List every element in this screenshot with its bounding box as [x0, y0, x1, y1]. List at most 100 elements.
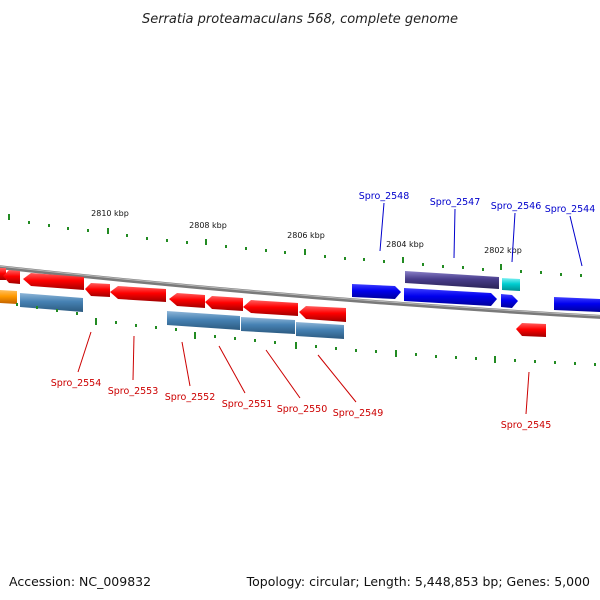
gene-arrow-spro-2547[interactable]: [404, 288, 497, 306]
kbp-label: 2806 kbp: [287, 231, 325, 240]
tick-major: [494, 356, 496, 363]
feature-steelblue[interactable]: [20, 293, 83, 312]
gene-arrow-spro-2548[interactable]: [352, 284, 401, 299]
genome-stats-text: Topology: circular; Length: 5,448,853 bp…: [246, 574, 590, 589]
gene-label[interactable]: Spro_2547: [430, 197, 481, 208]
tick-minor: [166, 239, 168, 242]
leader-line: [77, 331, 92, 373]
tick-major: [500, 264, 502, 270]
tick-minor: [48, 224, 50, 227]
lower-tick-ring: [16, 303, 596, 366]
leader-line: [181, 341, 191, 387]
forward-strand: [352, 271, 600, 312]
feature-steelblue[interactable]: [296, 322, 344, 339]
tick-minor: [534, 360, 536, 363]
position-labels: 2810 kbp 2808 kbp 2806 kbp 2804 kbp 2802…: [91, 209, 522, 255]
gene-arrow-spro-2546[interactable]: [501, 294, 518, 308]
tick-minor: [155, 326, 157, 329]
kbp-label: 2804 kbp: [386, 240, 424, 249]
gene-arrow-red[interactable]: [23, 273, 84, 290]
gene-label[interactable]: Spro_2553: [108, 386, 159, 397]
tick-major: [8, 214, 10, 220]
tick-minor: [175, 328, 177, 331]
tick-major: [205, 239, 207, 245]
tick-minor: [254, 339, 256, 342]
gene-arrow-red[interactable]: [169, 293, 205, 308]
tick-minor: [225, 245, 227, 248]
gene-label[interactable]: Spro_2551: [222, 399, 273, 410]
tick-minor: [375, 350, 377, 353]
gene-label[interactable]: Spro_2548: [359, 191, 410, 202]
tick-minor: [335, 347, 337, 350]
tick-minor: [126, 234, 128, 237]
tick-minor: [355, 349, 357, 352]
gene-label[interactable]: Spro_2550: [277, 404, 328, 415]
leader-line: [569, 215, 583, 267]
gene-label[interactable]: Spro_2546: [491, 201, 542, 212]
tick-minor: [422, 263, 424, 266]
tick-major: [295, 342, 297, 349]
feature-steelblue[interactable]: [167, 311, 240, 330]
gene-label[interactable]: Spro_2554: [51, 378, 102, 389]
bottom-leaders: [77, 331, 530, 415]
feature-cyan[interactable]: [502, 278, 520, 291]
genome-backbone: [0, 265, 600, 319]
tick-minor: [135, 324, 137, 327]
tick-minor: [214, 335, 216, 338]
reverse-strand: [0, 268, 546, 339]
tick-minor: [574, 362, 576, 365]
gene-arrow-red[interactable]: [85, 283, 110, 297]
tick-minor: [363, 258, 365, 261]
feature-steelblue[interactable]: [241, 317, 295, 334]
gene-arrow-red[interactable]: [3, 270, 20, 284]
feature-orange[interactable]: [0, 290, 17, 304]
gene-label[interactable]: Spro_2549: [333, 408, 384, 419]
tick-minor: [594, 363, 596, 366]
top-gene-labels: Spro_2548 Spro_2547 Spro_2546 Spro_2544: [359, 191, 596, 215]
tick-major: [194, 332, 196, 339]
tick-minor: [28, 221, 30, 224]
genome-backbone-highlight: [0, 265, 600, 317]
tick-minor: [16, 303, 18, 306]
feature-purple[interactable]: [405, 271, 499, 289]
tick-minor: [554, 361, 556, 364]
tick-minor: [344, 257, 346, 260]
leader-line: [317, 354, 357, 403]
accession-text: Accession: NC_009832: [9, 574, 151, 589]
gene-arrow-spro-2544[interactable]: [554, 297, 600, 312]
gene-label[interactable]: Spro_2545: [501, 420, 552, 431]
tick-minor: [274, 341, 276, 344]
tick-minor: [435, 355, 437, 358]
tick-minor: [514, 359, 516, 362]
gene-label[interactable]: Spro_2552: [165, 392, 216, 403]
tick-minor: [455, 356, 457, 359]
gene-arrow-spro-2545[interactable]: [516, 323, 546, 337]
tick-minor: [146, 237, 148, 240]
tick-minor: [186, 241, 188, 244]
tick-major: [304, 249, 306, 255]
tick-major: [95, 318, 97, 325]
gene-arrow-red[interactable]: [110, 286, 166, 302]
tick-minor: [560, 273, 562, 276]
gene-arrow-red[interactable]: [243, 300, 298, 316]
gene-label[interactable]: Spro_2544: [545, 204, 596, 215]
upper-tick-ring: [8, 214, 582, 277]
kbp-label: 2802 kbp: [484, 246, 522, 255]
leader-line: [218, 345, 246, 394]
tick-minor: [520, 270, 522, 273]
kbp-label: 2808 kbp: [189, 221, 227, 230]
kbp-label: 2810 kbp: [91, 209, 129, 218]
gene-arrow-spro-2549[interactable]: [299, 306, 346, 322]
tick-minor: [36, 306, 38, 309]
tick-minor: [67, 227, 69, 230]
gene-arrow-red[interactable]: [205, 296, 243, 311]
tick-minor: [324, 255, 326, 258]
tick-minor: [383, 260, 385, 263]
leader-line: [453, 208, 456, 259]
tick-minor: [87, 229, 89, 232]
tick-minor: [245, 247, 247, 250]
leader-line: [265, 349, 301, 399]
map-title: Serratia proteamaculans 568, complete ge…: [142, 12, 458, 27]
tick-minor: [540, 271, 542, 274]
